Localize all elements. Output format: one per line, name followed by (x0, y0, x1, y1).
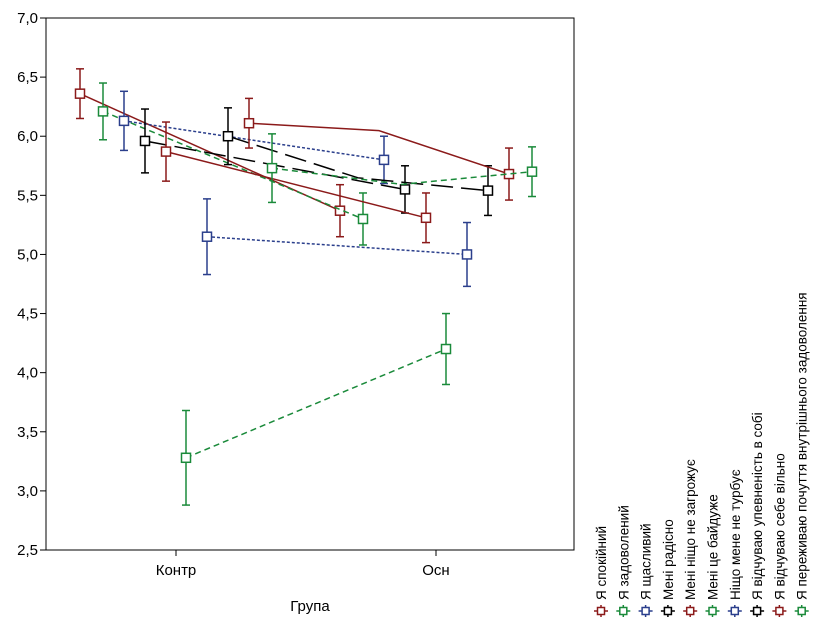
data-point (420, 212, 432, 224)
legend-swatch-marker (663, 606, 673, 616)
series-2 (97, 82, 369, 246)
legend-label: Я відчуваю себе вільно (772, 453, 787, 600)
data-point (222, 130, 234, 142)
y-tick-label: 2,5 (17, 542, 38, 559)
data-point (74, 88, 86, 99)
legend-item: Я щасливий (638, 523, 654, 617)
x-tick-label: Осн (422, 562, 449, 579)
series-7 (201, 198, 473, 288)
y-axis: 2,5 3,0 3,5 4,0 4,5 5,0 5,5 6,0 6,5 7,0 (17, 10, 46, 559)
series-9 (243, 97, 515, 201)
data-point (357, 213, 369, 225)
y-tick-label: 6,5 (17, 69, 38, 86)
legend-swatch-marker (797, 606, 806, 616)
legend-swatch-marker (708, 606, 717, 616)
legend-label: Я відчуваю упевненість в собі (750, 412, 765, 600)
y-tick-label: 3,0 (17, 483, 38, 500)
series-10 (266, 133, 538, 204)
series-line (165, 150, 427, 219)
legend-item: Я переживаю почуття внутрішнього задовол… (794, 292, 810, 617)
legend-swatch-marker (596, 606, 606, 616)
y-tick-label: 4,5 (17, 306, 38, 323)
data-point (243, 117, 255, 129)
legend-item: Ніщо мене не турбує (727, 469, 743, 617)
legend-label: Мені це байдуже (706, 494, 721, 600)
y-tick-label: 5,0 (17, 246, 38, 263)
legend-item: Мені це байдуже (705, 494, 721, 617)
y-tick-label: 3,5 (17, 424, 38, 441)
legend-item: Я відчуваю себе вільно (772, 453, 787, 617)
legend-item: Я відчуваю упевненість в собі (750, 412, 765, 617)
series-3 (118, 90, 390, 185)
y-tick-label: 4,0 (17, 365, 38, 382)
data-point (526, 166, 538, 177)
legend-swatch-marker (619, 606, 628, 616)
legend-item: Я спокійний (594, 526, 609, 617)
series-5 (160, 121, 432, 244)
series-line (206, 235, 468, 256)
data-point (440, 343, 452, 355)
data-point (139, 135, 151, 147)
data-point (378, 154, 390, 166)
legend-swatch-marker (730, 606, 740, 616)
data-point (201, 231, 213, 242)
series-line (123, 120, 385, 161)
x-tick-label: Контр (156, 562, 197, 579)
legend-item: Мені радісно (660, 519, 676, 617)
x-axis: Контр Осн (156, 550, 450, 579)
legend-swatch-marker (685, 606, 695, 616)
legend-swatch-marker (775, 606, 784, 616)
legend-swatch-marker (641, 606, 650, 616)
legend-label: Я спокійний (594, 526, 609, 600)
legend-item: Мені ніщо не загрожує (683, 459, 698, 617)
series-line (271, 167, 533, 186)
series-line (248, 122, 510, 175)
series-line (185, 348, 447, 459)
series-6 (180, 312, 452, 506)
series-line (102, 110, 364, 220)
data-point (266, 162, 278, 174)
data-point (97, 106, 109, 117)
legend-swatch-marker (752, 606, 762, 616)
legend-label: Я щасливий (639, 523, 654, 600)
legend-item: Я задоволений (616, 505, 631, 617)
legend-label: Ніщо мене не турбує (728, 469, 743, 600)
legend-label: Мені радісно (661, 519, 676, 600)
data-point (482, 185, 494, 196)
data-point (461, 249, 473, 260)
legend-label: Мені ніщо не загрожує (683, 459, 698, 600)
x-axis-title: Група (290, 598, 330, 615)
data-point (118, 115, 130, 127)
data-point (160, 146, 172, 157)
series-layer (74, 68, 538, 506)
data-point (399, 184, 411, 195)
y-tick-label: 6,0 (17, 128, 38, 145)
legend-label: Я переживаю почуття внутрішнього задовол… (795, 292, 810, 600)
legend: Я спокійний Я задоволений Я щасливий Мені р… (594, 292, 810, 617)
plot-frame (45, 17, 575, 551)
data-point (180, 452, 192, 464)
y-tick-label: 5,5 (17, 187, 38, 204)
y-tick-label: 7,0 (17, 10, 38, 27)
legend-label: Я задоволений (616, 505, 631, 600)
series-4 (139, 108, 411, 214)
